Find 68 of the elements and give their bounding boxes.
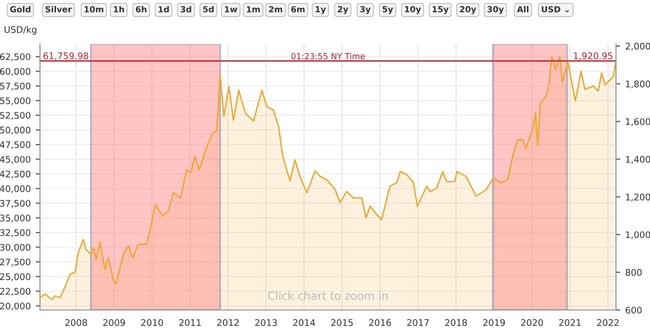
y-tick-label: 37,500 (0, 200, 30, 208)
text: 10y (405, 6, 421, 14)
y2-tick-label: 600 (626, 306, 642, 314)
y-tick-label: 20,000 (0, 302, 30, 310)
y-tick-label: 50,000 (0, 126, 30, 134)
text: 5y (382, 6, 394, 14)
annotation: Click chart to zoom in (268, 291, 388, 300)
x-tick-label: 2016 (369, 319, 391, 326)
y2-tick-label: 2,000 (626, 42, 650, 51)
annotation: 1,920.95 (574, 52, 612, 60)
x-tick-label: 2011 (179, 319, 201, 326)
y2-tick-label: 1,000 (626, 231, 650, 240)
y-tick-label: 27,500 (0, 258, 30, 266)
text: 3y (360, 6, 371, 14)
x-tick-label: 2020 (521, 319, 543, 326)
text: 15y (432, 6, 449, 14)
x-tick-label: 2018 (445, 319, 467, 326)
x-tick-label: 2014 (293, 319, 316, 326)
x-tick-label: 2013 (255, 319, 277, 326)
x-tick-label: 2012 (217, 319, 239, 326)
text: 30y (487, 6, 504, 14)
y2-tick-label: 1,400 (626, 156, 650, 164)
y-tick-label: 25,000 (0, 273, 30, 281)
x-tick-label: 2009 (103, 319, 125, 326)
text: 6m (291, 6, 305, 12)
ref-line-label: 61,759.98 (44, 52, 88, 60)
x-tick-label: 2022 (597, 319, 619, 326)
y-tick-label: 60,000 (0, 68, 30, 76)
text: 3d (180, 6, 192, 12)
y-tick-label: 40,000 (0, 185, 30, 194)
y-tick-label: 45,000 (0, 156, 30, 164)
y-tick-label: 22,500 (0, 288, 30, 296)
text: 10m (84, 6, 104, 12)
y-tick-label: 35,000 (0, 214, 30, 222)
text: USD ⌄ (542, 6, 569, 12)
text: 1h (114, 6, 124, 12)
text: 6h (136, 6, 146, 12)
y-tick-label: 42,500 (0, 170, 30, 178)
text: Silver (46, 6, 72, 12)
y2-tick-label: 1,200 (626, 194, 650, 202)
text: 2y (338, 6, 348, 14)
text: 20y (460, 6, 476, 14)
x-tick-label: 2008 (65, 319, 87, 326)
x-tick-label: 2019 (483, 319, 505, 326)
text: 1w (224, 6, 238, 12)
text: All (516, 6, 528, 12)
text: 1m (246, 6, 260, 12)
text: Gold (10, 6, 30, 12)
y-tick-label: 32,500 (0, 229, 30, 238)
y-tick-label: 52,500 (0, 112, 30, 120)
text: 1d (158, 6, 169, 12)
y-axis-title: USD/kg (4, 26, 36, 35)
x-tick-label: 2010 (141, 319, 163, 326)
y2-tick-label: 800 (626, 269, 642, 276)
y2-tick-label: 1,800 (626, 80, 650, 88)
text: 1y (316, 6, 326, 14)
text: 2m (269, 6, 282, 12)
y-tick-label: 55,000 (0, 97, 30, 106)
y-tick-label: 30,000 (0, 244, 30, 252)
x-tick-label: 2017 (407, 319, 429, 326)
annotation: 01:23:55 NY Time (291, 52, 365, 60)
y-tick-label: 62,500 (0, 53, 30, 62)
y-tick-label: 57,500 (0, 82, 30, 90)
x-tick-label: 2015 (331, 319, 353, 326)
text: 5d (203, 6, 214, 12)
y-tick-label: 47,500 (0, 141, 30, 150)
y2-tick-label: 1,600 (626, 118, 650, 126)
x-tick-label: 2021 (559, 319, 581, 326)
